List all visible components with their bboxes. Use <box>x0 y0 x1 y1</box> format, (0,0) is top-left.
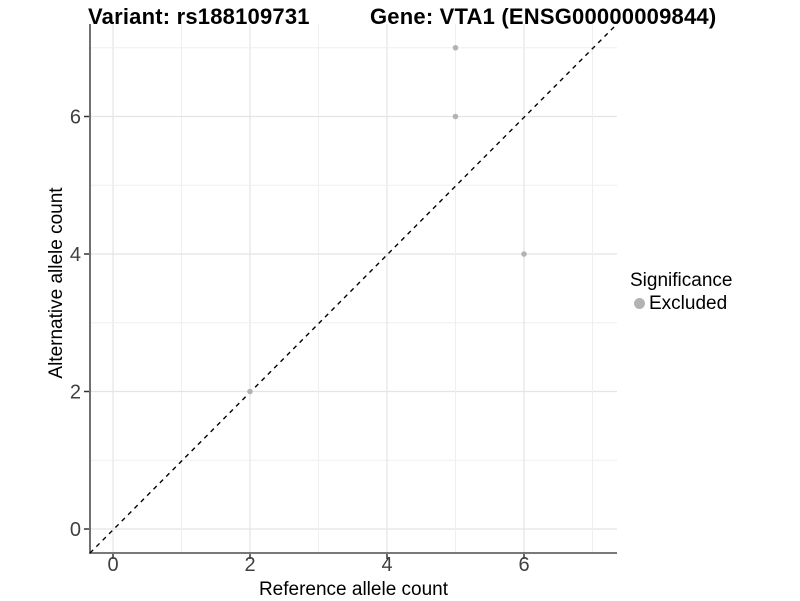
legend: Significance Excluded <box>630 270 790 314</box>
legend-item-excluded: Excluded <box>630 293 790 314</box>
legend-item-label: Excluded <box>649 293 728 314</box>
y-axis-title: Alternative allele count <box>46 187 67 379</box>
identity-dashed-line <box>89 23 618 554</box>
plot-title-gene: Gene: VTA1 (ENSG00000009844) <box>370 4 717 29</box>
x-axis-title: Reference allele count <box>258 579 449 600</box>
y-tick-label: 2 <box>70 382 81 404</box>
x-tick-label: 2 <box>244 554 255 576</box>
y-tick-label: 0 <box>70 519 81 541</box>
data-point <box>247 388 253 395</box>
x-tick-label: 6 <box>518 554 529 576</box>
data-point <box>521 251 527 257</box>
x-tick-label: 0 <box>107 554 118 576</box>
y-tick-label: 6 <box>70 107 81 129</box>
y-tick-label: 4 <box>70 244 81 266</box>
excluded-dot-icon <box>634 298 645 309</box>
legend-title: Significance <box>630 270 733 291</box>
data-point <box>452 113 459 120</box>
plot-title-variant: Variant: rs188109731 <box>88 4 310 29</box>
x-tick-label: 4 <box>381 554 392 576</box>
data-point <box>452 44 459 51</box>
